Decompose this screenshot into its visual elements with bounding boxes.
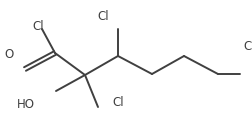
Text: Cl: Cl xyxy=(97,10,109,23)
Text: Cl: Cl xyxy=(112,96,124,109)
Text: Cl: Cl xyxy=(32,20,44,34)
Text: HO: HO xyxy=(17,98,35,111)
Text: Cl: Cl xyxy=(243,41,252,53)
Text: O: O xyxy=(5,49,14,61)
